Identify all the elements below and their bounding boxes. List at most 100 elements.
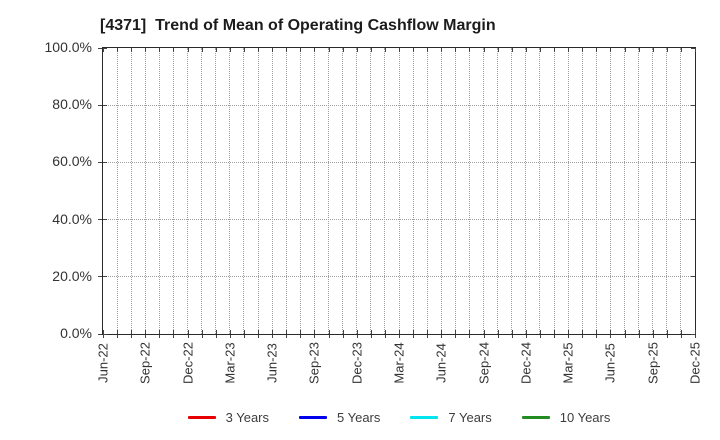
x-tick-mark-bottom-out [554, 335, 556, 338]
gridline-vertical [595, 48, 597, 334]
gridline-horizontal [103, 104, 695, 106]
y-tick-mark-left-out [98, 161, 102, 163]
x-tick-mark-bottom-out [272, 335, 274, 338]
x-tick-mark-bottom-in [413, 330, 415, 334]
x-tick-mark-top [356, 48, 358, 52]
x-tick-mark-top [695, 48, 696, 52]
y-tick-mark-right-in [691, 104, 695, 106]
x-tick-mark-bottom-in [455, 330, 457, 334]
x-tick-label: Dec-22 [180, 342, 196, 384]
x-tick-mark-bottom-out [539, 335, 541, 338]
x-tick-mark-bottom-out [568, 335, 570, 338]
x-tick-mark-top [229, 48, 231, 52]
x-tick-mark-bottom-out [300, 335, 302, 338]
gridline-vertical [539, 48, 541, 334]
x-tick-mark-bottom-in [117, 330, 119, 334]
x-tick-mark-bottom-out [215, 335, 217, 338]
x-tick-mark-bottom-out [328, 335, 330, 338]
gridline-vertical [285, 48, 287, 334]
x-tick-mark-top [554, 48, 556, 52]
x-tick-mark-bottom-in [103, 330, 104, 334]
x-tick-mark-top [666, 48, 668, 52]
gridline-vertical [398, 48, 400, 334]
y-tick-mark-right-in [691, 219, 695, 221]
gridline-vertical [525, 48, 527, 334]
gridline-vertical [638, 48, 640, 334]
x-tick-mark-bottom-out [455, 335, 457, 338]
gridline-vertical [553, 48, 555, 334]
gridline-vertical [454, 48, 456, 334]
gridline-vertical [342, 48, 344, 334]
x-tick-mark-top [131, 48, 133, 52]
x-tick-mark-bottom-in [610, 330, 612, 334]
gridline-vertical [497, 48, 499, 334]
x-tick-mark-top [258, 48, 260, 52]
y-tick-mark-left-in [103, 333, 107, 335]
x-tick-mark-bottom-in [624, 330, 626, 334]
x-tick-mark-bottom-in [554, 330, 556, 334]
x-tick-mark-top [624, 48, 626, 52]
x-tick-mark-bottom-in [652, 330, 654, 334]
y-tick-label: 0.0% [60, 325, 92, 341]
x-tick-mark-bottom-in [568, 330, 570, 334]
x-tick-mark-bottom-in [173, 330, 175, 334]
x-tick-mark-top [525, 48, 527, 52]
x-tick-mark-top [511, 48, 513, 52]
x-tick-mark-top [638, 48, 640, 52]
x-tick-mark-top [272, 48, 274, 52]
x-tick-mark-top [300, 48, 302, 52]
x-tick-mark-top [399, 48, 400, 52]
x-tick-mark-bottom-out [582, 335, 584, 338]
gridline-vertical [370, 48, 372, 334]
x-tick-mark-bottom-in [328, 330, 330, 334]
y-tick-mark-left-out [98, 47, 102, 49]
x-tick-mark-top [652, 48, 654, 52]
x-tick-label: Jun-23 [264, 343, 280, 383]
x-tick-mark-bottom-out [356, 335, 358, 338]
gridline-vertical [271, 48, 273, 334]
gridline-vertical [229, 48, 231, 334]
x-tick-label: Mar-25 [560, 342, 576, 384]
x-tick-mark-bottom-out [384, 335, 386, 338]
x-tick-mark-bottom-in [666, 330, 668, 334]
legend: 3 Years 5 Years 7 Years 10 Years [102, 406, 696, 428]
x-tick-mark-bottom-in [272, 330, 274, 334]
x-tick-mark-bottom-out [103, 335, 104, 338]
gridline-vertical [243, 48, 245, 334]
x-tick-label: Sep-25 [645, 342, 661, 384]
gridline-vertical [652, 48, 654, 334]
x-tick-mark-top [384, 48, 386, 52]
x-tick-mark-bottom-out [624, 335, 626, 338]
gridline-vertical [567, 48, 569, 334]
x-tick-mark-bottom-out [201, 335, 203, 338]
gridline-horizontal [103, 276, 695, 278]
x-tick-mark-top [117, 48, 119, 52]
y-tick-mark-left-out [98, 104, 102, 106]
x-tick-mark-bottom-out [511, 335, 513, 338]
x-tick-mark-bottom-in [201, 330, 203, 334]
x-tick-mark-bottom-in [215, 330, 217, 334]
x-tick-mark-top [455, 48, 457, 52]
gridline-vertical [144, 48, 146, 334]
x-tick-mark-top [286, 48, 288, 52]
x-tick-mark-bottom-in [695, 330, 696, 334]
y-tick-mark-left-out [98, 219, 102, 221]
gridline-vertical [384, 48, 386, 334]
x-tick-mark-bottom-in [511, 330, 513, 334]
y-tick-label: 80.0% [52, 96, 92, 113]
x-tick-label: Jun-25 [602, 343, 618, 383]
x-tick-mark-bottom-in [539, 330, 541, 334]
x-tick-mark-bottom-out [695, 335, 696, 338]
y-tick-label: 40.0% [52, 210, 92, 227]
x-tick-mark-bottom-out [229, 335, 231, 338]
legend-item: 3 Years [187, 410, 269, 425]
x-tick-mark-top [187, 48, 189, 52]
x-tick-mark-top [469, 48, 471, 52]
gridline-horizontal [103, 161, 695, 163]
x-tick-mark-bottom-out [173, 335, 175, 338]
x-tick-mark-bottom-out [370, 335, 372, 338]
x-tick-mark-bottom-in [427, 330, 429, 334]
x-tick-mark-top [201, 48, 203, 52]
gridline-vertical [187, 48, 189, 334]
gridline-vertical [483, 48, 485, 334]
